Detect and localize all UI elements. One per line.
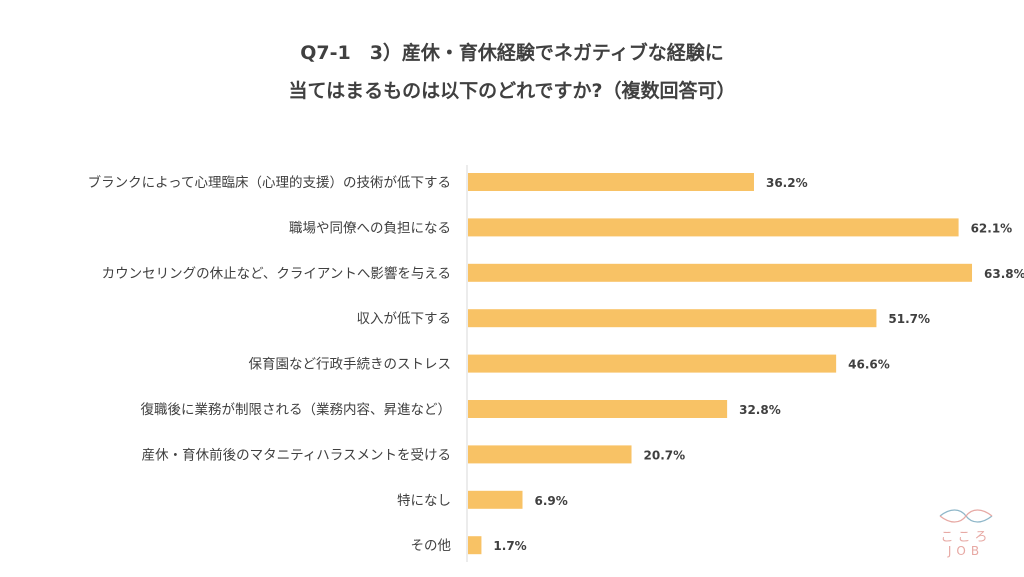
chart-title: Q7-1 3）産休・育休経験でネガティブな経験に 当てはまるものは以下のどれです… bbox=[0, 34, 1024, 110]
category-label: ブランクによって心理臨床（心理的支援）の技術が低下する bbox=[88, 174, 451, 191]
data-label: 20.7% bbox=[644, 448, 686, 462]
kokoro-job-logo: こころ JOB bbox=[936, 508, 1006, 570]
category-label: 復職後に業務が制限される（業務内容、昇進など） bbox=[141, 401, 452, 418]
bar bbox=[468, 400, 728, 418]
category-label: 産休・育休前後のマタニティハラスメントを受ける bbox=[142, 446, 451, 463]
data-label: 1.7% bbox=[493, 539, 526, 553]
chart-title-line2: 当てはまるものは以下のどれですか?（複数回答可） bbox=[288, 80, 736, 102]
data-label: 51.7% bbox=[888, 312, 930, 326]
data-label: 36.2% bbox=[766, 176, 808, 190]
data-label: 6.9% bbox=[535, 494, 568, 508]
bar bbox=[468, 263, 973, 282]
chart-title-line1: Q7-1 3）産休・育休経験でネガティブな経験に bbox=[300, 42, 724, 64]
logo-text-job: JOB bbox=[947, 544, 985, 558]
category-label: 特になし bbox=[397, 493, 451, 509]
bar bbox=[468, 536, 482, 555]
category-label: その他 bbox=[411, 538, 452, 554]
bar bbox=[468, 218, 959, 237]
category-label: カウンセリングの休止など、クライアントへ影響を与える bbox=[102, 265, 451, 282]
data-label: 63.8% bbox=[984, 267, 1024, 281]
bar bbox=[468, 445, 632, 464]
bar bbox=[468, 490, 523, 509]
data-label: 46.6% bbox=[848, 358, 890, 372]
category-label: 保育園など行政手続きのストレス bbox=[249, 357, 452, 373]
logo-wave-icon bbox=[939, 509, 993, 523]
bar bbox=[468, 354, 837, 373]
data-label: 32.8% bbox=[739, 403, 781, 417]
bar bbox=[468, 173, 754, 191]
category-label: 収入が低下する bbox=[357, 311, 452, 327]
category-label: 職場や同僚への負担になる bbox=[289, 220, 451, 236]
data-label: 62.1% bbox=[971, 221, 1013, 235]
logo-text-kokoro: こころ bbox=[940, 530, 992, 545]
bar bbox=[468, 309, 877, 328]
